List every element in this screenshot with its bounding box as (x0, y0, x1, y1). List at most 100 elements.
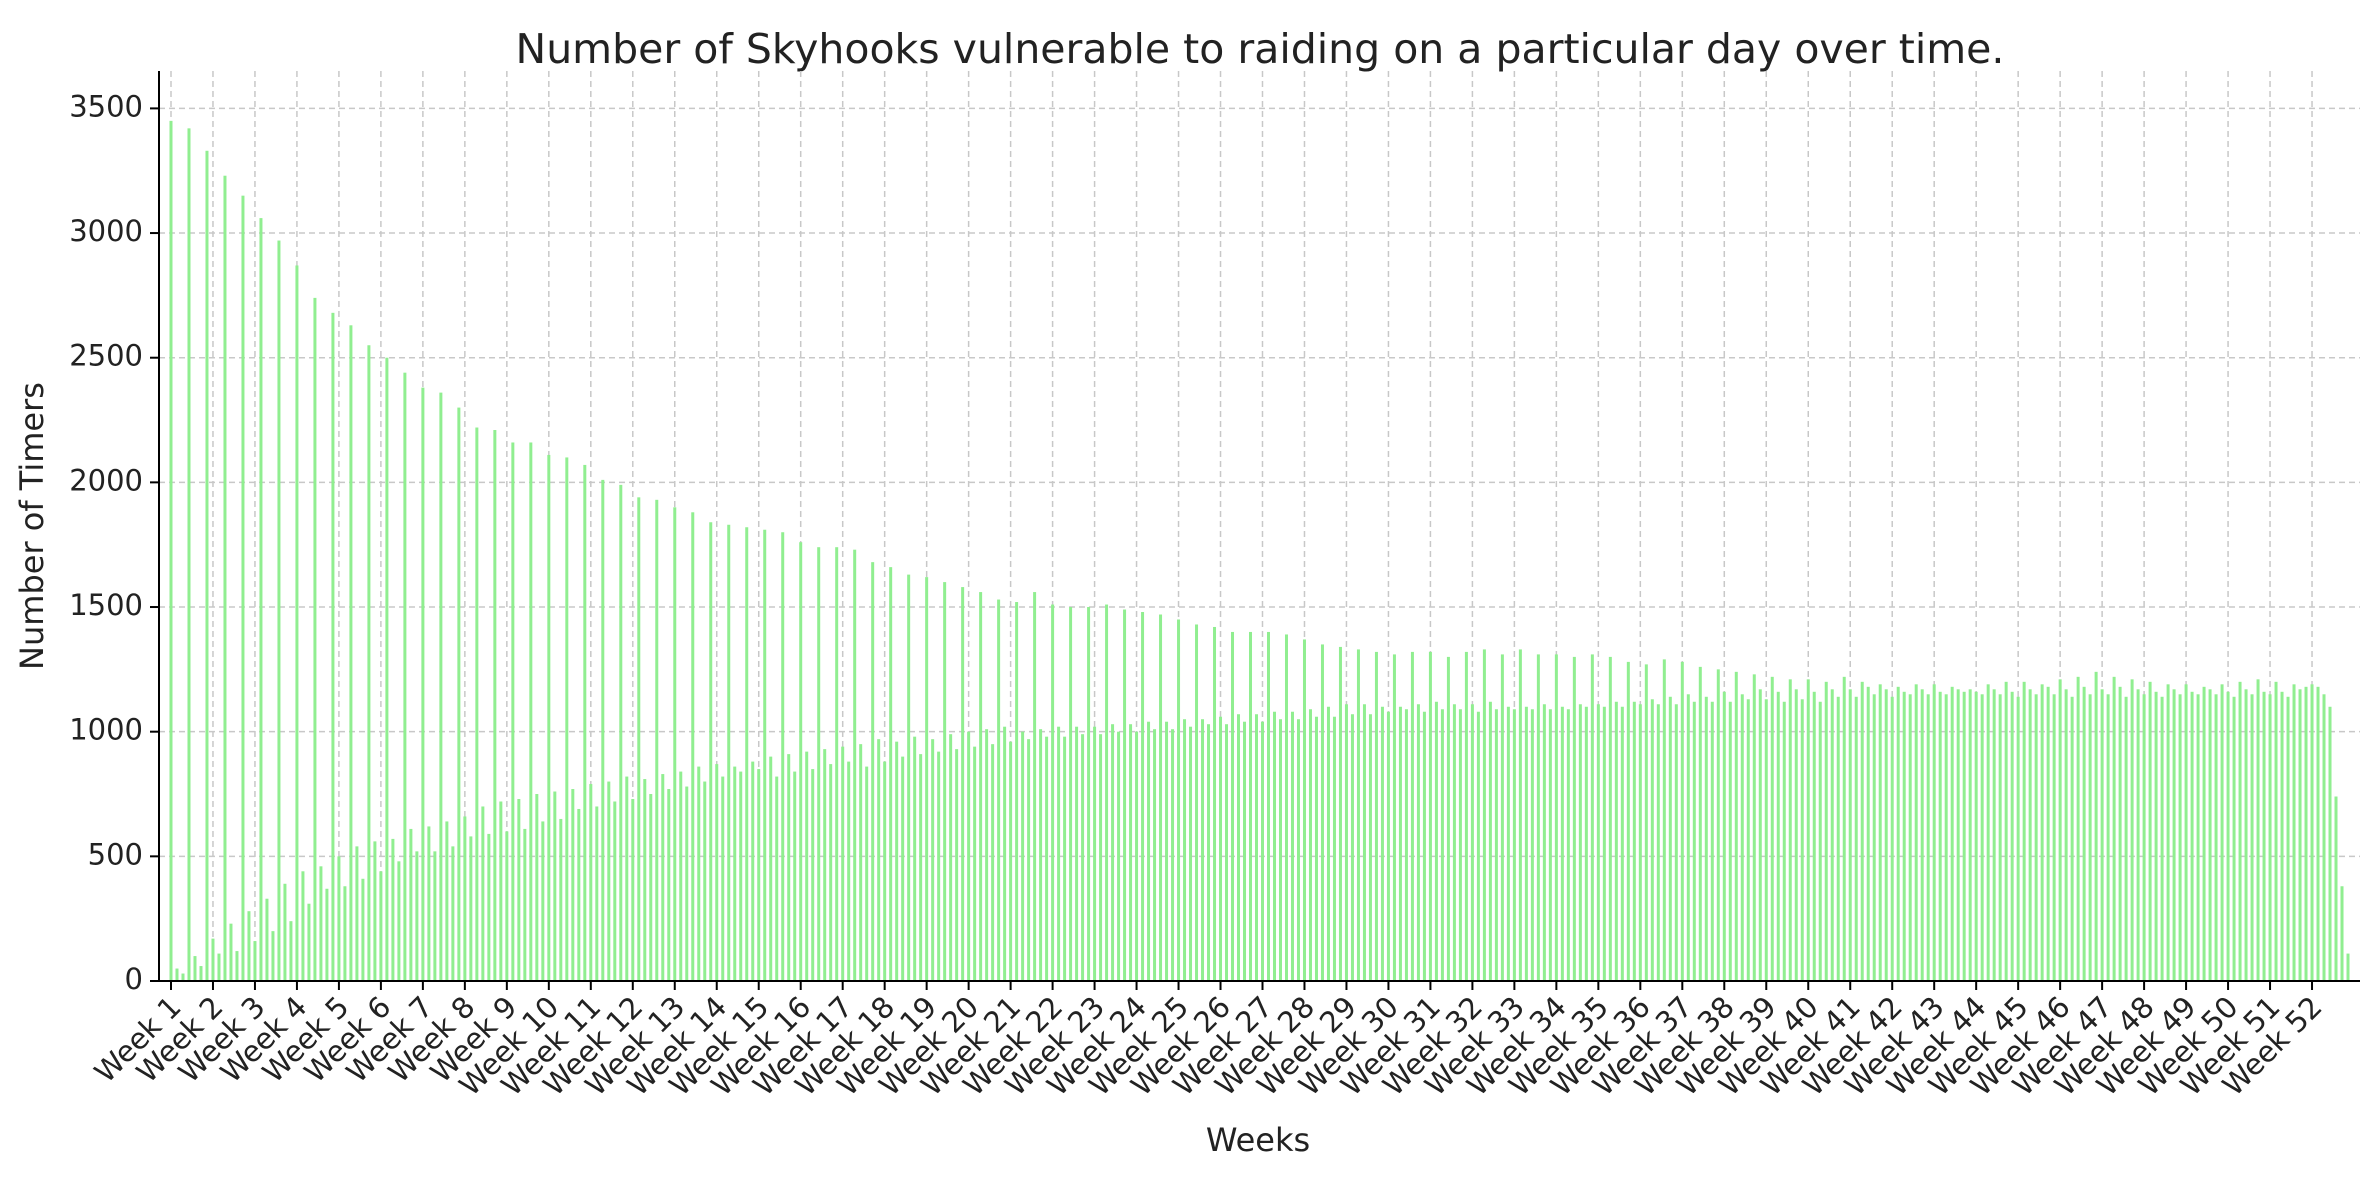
bar (2052, 694, 2056, 981)
bar (1542, 704, 1546, 981)
bar (1368, 714, 1372, 981)
bar (1818, 701, 1822, 981)
bar (1932, 684, 1936, 981)
bar (1027, 739, 1031, 981)
bar (403, 372, 407, 981)
bar (727, 524, 731, 981)
bar (961, 587, 965, 981)
bar (2016, 696, 2020, 981)
bar (745, 527, 749, 981)
bar (973, 746, 977, 981)
bar (649, 794, 653, 981)
bar (1644, 664, 1648, 981)
bar (853, 549, 857, 981)
bar (283, 883, 287, 981)
bar (793, 771, 797, 981)
bar (679, 771, 683, 981)
bar (1081, 734, 1085, 981)
bar (1165, 721, 1169, 981)
bar (1860, 681, 1864, 981)
bar (1734, 671, 1738, 981)
bar (703, 781, 707, 981)
bar (505, 831, 509, 981)
bar (1296, 719, 1300, 981)
bar (1213, 626, 1217, 981)
bar (1506, 706, 1510, 981)
bar (967, 731, 971, 981)
bar (2064, 689, 2068, 981)
bar (1087, 607, 1091, 981)
bar (2040, 684, 2044, 981)
bar (373, 841, 377, 981)
y-tick-label: 2000 (69, 463, 143, 497)
bar (247, 911, 251, 981)
bar (343, 886, 347, 981)
bar (1590, 654, 1594, 981)
bar (1482, 649, 1486, 981)
bar (1129, 724, 1133, 981)
bar (1231, 631, 1235, 981)
bar (2118, 686, 2122, 981)
bar (2304, 686, 2308, 981)
bar (1123, 609, 1127, 981)
bar (1464, 651, 1468, 981)
bar (1141, 612, 1145, 981)
bar (1201, 719, 1205, 981)
bar (2100, 689, 2104, 981)
bar (1758, 689, 1762, 981)
bar (433, 851, 437, 981)
bar (667, 789, 671, 981)
bar (1308, 709, 1312, 981)
bar (907, 574, 911, 981)
bar (559, 818, 563, 981)
bar (1896, 686, 1900, 981)
bar (169, 120, 173, 981)
bar (1584, 706, 1588, 981)
bar (463, 816, 467, 981)
bar (2220, 684, 2224, 981)
bar (535, 794, 539, 981)
bar (259, 218, 263, 981)
bar (523, 828, 527, 981)
bar (1962, 691, 1966, 981)
bar (1836, 696, 1840, 981)
bar (1266, 631, 1270, 981)
bar (1386, 711, 1390, 981)
bar (1668, 696, 1672, 981)
bar (805, 751, 809, 981)
bar (1602, 706, 1606, 981)
bar (979, 592, 983, 981)
bar (865, 766, 869, 981)
bar (1608, 656, 1612, 981)
bar (1920, 689, 1924, 981)
bar (2226, 691, 2230, 981)
bar (2058, 679, 2062, 981)
bar (1272, 711, 1276, 981)
bar (1872, 694, 1876, 981)
bar (313, 297, 317, 981)
bar (193, 956, 197, 981)
bar (2088, 694, 2092, 981)
bar (889, 567, 893, 981)
bar (1356, 649, 1360, 981)
bar (1968, 689, 1972, 981)
bar (1674, 704, 1678, 981)
bar (1476, 711, 1480, 981)
bar (823, 749, 827, 981)
bar (541, 821, 545, 981)
bar (1704, 696, 1708, 981)
bar (1009, 741, 1013, 981)
chart-title: Number of Skyhooks vulnerable to raiding… (516, 25, 2005, 73)
bar (2340, 886, 2344, 981)
bar (919, 754, 923, 981)
bar (643, 779, 647, 981)
bar (811, 769, 815, 981)
bar (1560, 706, 1564, 981)
bar (757, 769, 761, 981)
bar (877, 739, 881, 981)
bar (565, 457, 569, 981)
y-tick-label: 0 (125, 962, 143, 996)
bar (2214, 694, 2218, 981)
bar (1740, 694, 1744, 981)
bar (2346, 953, 2350, 981)
